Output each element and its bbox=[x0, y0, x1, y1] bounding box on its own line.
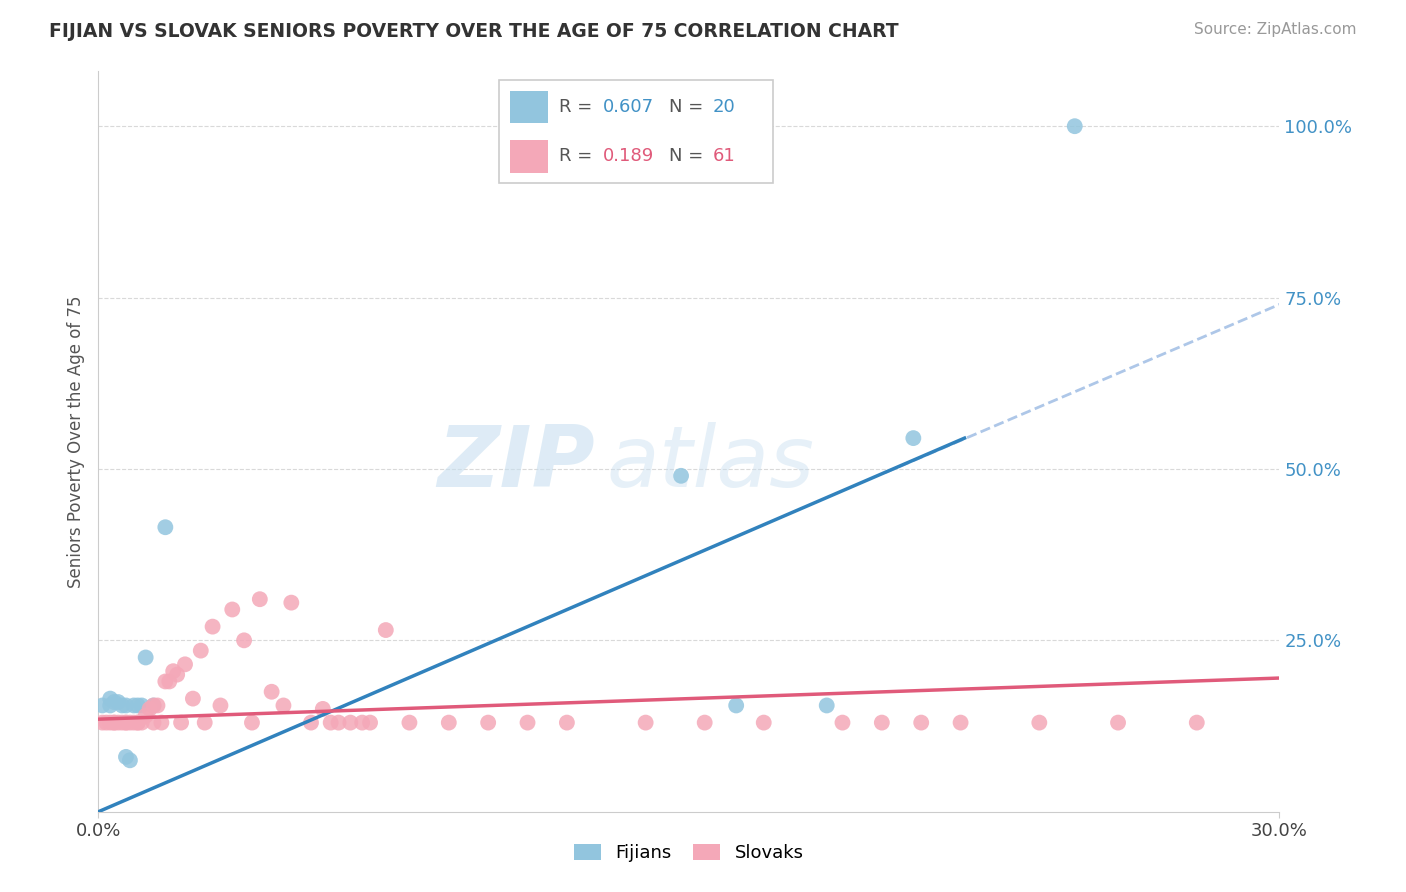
Point bbox=[146, 698, 169, 713]
Point bbox=[103, 695, 125, 709]
Point bbox=[157, 674, 180, 689]
Point bbox=[155, 674, 177, 689]
Point bbox=[669, 468, 692, 483]
Point bbox=[135, 708, 157, 723]
Text: 61: 61 bbox=[713, 147, 735, 165]
Point bbox=[174, 657, 197, 672]
Point bbox=[752, 715, 775, 730]
Point bbox=[111, 698, 134, 713]
Text: 0.607: 0.607 bbox=[603, 98, 654, 116]
Point bbox=[352, 715, 374, 730]
Point bbox=[150, 715, 173, 730]
Point bbox=[477, 715, 499, 730]
Y-axis label: Seniors Poverty Over the Age of 75: Seniors Poverty Over the Age of 75 bbox=[66, 295, 84, 588]
Point bbox=[115, 698, 138, 713]
Point bbox=[138, 702, 160, 716]
Point bbox=[312, 702, 335, 716]
Point bbox=[111, 715, 134, 730]
Point bbox=[516, 715, 538, 730]
Point bbox=[131, 715, 153, 730]
Point bbox=[1028, 715, 1050, 730]
Text: R =: R = bbox=[560, 98, 599, 116]
Text: 0.189: 0.189 bbox=[603, 147, 655, 165]
Point bbox=[142, 698, 165, 713]
Point bbox=[815, 698, 838, 713]
Text: ZIP: ZIP bbox=[437, 422, 595, 505]
Text: FIJIAN VS SLOVAK SENIORS POVERTY OVER THE AGE OF 75 CORRELATION CHART: FIJIAN VS SLOVAK SENIORS POVERTY OVER TH… bbox=[49, 22, 898, 41]
Point bbox=[166, 667, 188, 681]
Point bbox=[115, 750, 138, 764]
Point bbox=[181, 691, 204, 706]
Point bbox=[194, 715, 217, 730]
Point bbox=[870, 715, 893, 730]
Point bbox=[115, 715, 138, 730]
Point bbox=[96, 715, 118, 730]
Point bbox=[135, 650, 157, 665]
Point bbox=[98, 715, 121, 730]
Text: 20: 20 bbox=[713, 98, 735, 116]
Point bbox=[1063, 119, 1085, 133]
Point bbox=[260, 685, 283, 699]
Point bbox=[118, 753, 141, 767]
Point bbox=[209, 698, 232, 713]
Point bbox=[437, 715, 460, 730]
Point bbox=[280, 596, 302, 610]
Text: N =: N = bbox=[669, 98, 709, 116]
Point bbox=[949, 715, 972, 730]
Point bbox=[319, 715, 342, 730]
Legend: Fijians, Slovaks: Fijians, Slovaks bbox=[567, 837, 811, 870]
Point bbox=[634, 715, 657, 730]
Point bbox=[127, 715, 149, 730]
Bar bbox=[510, 91, 548, 123]
Bar bbox=[510, 140, 548, 173]
Point bbox=[103, 715, 125, 730]
Point bbox=[107, 715, 129, 730]
Point bbox=[170, 715, 193, 730]
Point bbox=[831, 715, 853, 730]
Point bbox=[127, 715, 149, 730]
Point bbox=[221, 602, 243, 616]
Point bbox=[201, 619, 224, 633]
Point bbox=[374, 623, 396, 637]
Point bbox=[359, 715, 381, 730]
Text: atlas: atlas bbox=[606, 422, 814, 505]
Point bbox=[903, 431, 925, 445]
Point bbox=[107, 695, 129, 709]
Point bbox=[233, 633, 256, 648]
Point bbox=[910, 715, 932, 730]
Point bbox=[98, 698, 121, 713]
Point bbox=[190, 643, 212, 657]
Point bbox=[122, 715, 145, 730]
Text: N =: N = bbox=[669, 147, 709, 165]
Point bbox=[273, 698, 295, 713]
Point bbox=[131, 698, 153, 713]
Point bbox=[127, 698, 149, 713]
Point bbox=[693, 715, 716, 730]
FancyBboxPatch shape bbox=[499, 80, 773, 183]
Point bbox=[142, 715, 165, 730]
Point bbox=[142, 698, 165, 713]
Text: R =: R = bbox=[560, 147, 599, 165]
Point bbox=[398, 715, 420, 730]
Text: Source: ZipAtlas.com: Source: ZipAtlas.com bbox=[1194, 22, 1357, 37]
Point bbox=[328, 715, 350, 730]
Point bbox=[725, 698, 748, 713]
Point bbox=[155, 520, 177, 534]
Point bbox=[299, 715, 322, 730]
Point bbox=[91, 715, 114, 730]
Point bbox=[98, 691, 121, 706]
Point bbox=[240, 715, 263, 730]
Point bbox=[91, 698, 114, 713]
Point bbox=[122, 698, 145, 713]
Point bbox=[555, 715, 578, 730]
Point bbox=[1107, 715, 1129, 730]
Point bbox=[249, 592, 271, 607]
Point bbox=[162, 664, 184, 678]
Point bbox=[1185, 715, 1208, 730]
Point bbox=[103, 715, 125, 730]
Point bbox=[115, 715, 138, 730]
Point bbox=[339, 715, 361, 730]
Point bbox=[118, 715, 141, 730]
